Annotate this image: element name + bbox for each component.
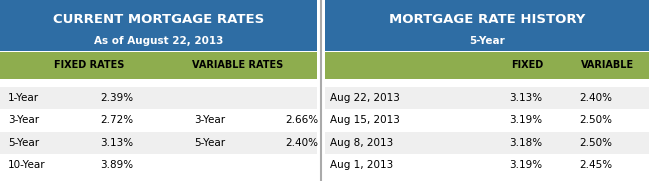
- Text: 5-Year: 5-Year: [469, 36, 505, 46]
- Bar: [325, 109, 648, 132]
- Bar: [325, 0, 648, 51]
- Text: 2.50%: 2.50%: [579, 115, 612, 125]
- Text: Aug 22, 2013: Aug 22, 2013: [330, 93, 400, 103]
- Text: Aug 15, 2013: Aug 15, 2013: [330, 115, 400, 125]
- Text: VARIABLE: VARIABLE: [581, 60, 633, 70]
- Bar: [0, 87, 317, 109]
- Text: FIXED RATES: FIXED RATES: [54, 60, 124, 70]
- Text: 2.66%: 2.66%: [286, 115, 319, 125]
- Bar: [325, 52, 648, 79]
- Text: 5-Year: 5-Year: [195, 138, 226, 148]
- Text: 5-Year: 5-Year: [8, 138, 39, 148]
- Text: 3.13%: 3.13%: [509, 93, 543, 103]
- Bar: [325, 87, 648, 109]
- Text: 1-Year: 1-Year: [8, 93, 39, 103]
- Bar: [0, 0, 317, 51]
- Text: MORTGAGE RATE HISTORY: MORTGAGE RATE HISTORY: [389, 12, 585, 26]
- Text: 10-Year: 10-Year: [8, 160, 45, 170]
- Text: Aug 8, 2013: Aug 8, 2013: [330, 138, 393, 148]
- Text: 3-Year: 3-Year: [195, 115, 226, 125]
- Text: 3.13%: 3.13%: [101, 138, 134, 148]
- Bar: [0, 109, 317, 132]
- Bar: [0, 52, 317, 79]
- Bar: [0, 132, 317, 154]
- Bar: [0, 154, 317, 176]
- Text: CURRENT MORTGAGE RATES: CURRENT MORTGAGE RATES: [53, 12, 264, 26]
- Text: 2.40%: 2.40%: [286, 138, 319, 148]
- Text: 2.40%: 2.40%: [579, 93, 612, 103]
- Text: 3.19%: 3.19%: [509, 160, 543, 170]
- Text: 2.72%: 2.72%: [101, 115, 134, 125]
- Bar: [325, 132, 648, 154]
- Text: 3.19%: 3.19%: [509, 115, 543, 125]
- Text: VARIABLE RATES: VARIABLE RATES: [192, 60, 284, 70]
- Text: 3.18%: 3.18%: [509, 138, 543, 148]
- Text: 2.39%: 2.39%: [101, 93, 134, 103]
- Bar: [325, 154, 648, 176]
- Text: 2.45%: 2.45%: [579, 160, 612, 170]
- Text: 3.89%: 3.89%: [101, 160, 134, 170]
- Text: Aug 1, 2013: Aug 1, 2013: [330, 160, 393, 170]
- Text: FIXED: FIXED: [511, 60, 543, 70]
- Text: 2.50%: 2.50%: [579, 138, 612, 148]
- Text: As of August 22, 2013: As of August 22, 2013: [94, 36, 223, 46]
- Text: 3-Year: 3-Year: [8, 115, 39, 125]
